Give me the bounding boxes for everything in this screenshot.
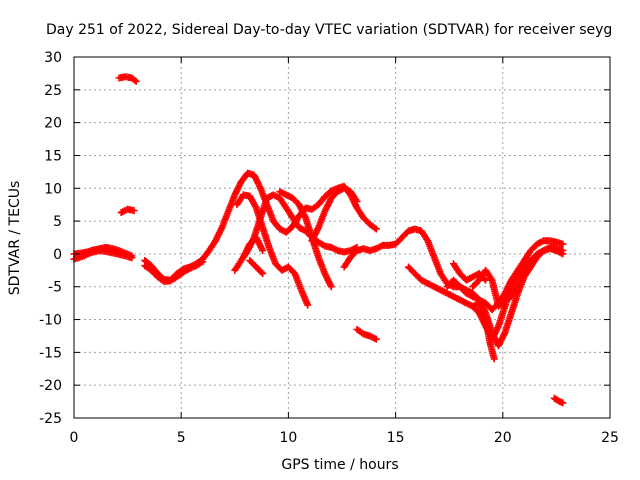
y-tick-label: 30	[44, 50, 62, 66]
series-arc-f	[141, 258, 207, 285]
series-arc-i	[239, 234, 267, 261]
series-arc-l	[308, 184, 361, 245]
x-tick-label: 10	[279, 430, 297, 446]
data-point	[559, 250, 567, 258]
series-arc-c	[115, 73, 140, 85]
data-point	[259, 270, 267, 278]
axis-ticks: 0 5 10 15 20 25 -25 -20 -15 -10 -5 0 5 10 15 20 25 30	[39, 50, 619, 446]
data-points	[70, 73, 567, 407]
x-tick-label: 25	[601, 430, 619, 446]
x-tick-label: 15	[387, 430, 405, 446]
data-point	[130, 207, 138, 215]
data-point	[353, 197, 361, 205]
chart-title: Day 251 of 2022, Sidereal Day-to-day VTE…	[46, 22, 612, 38]
grid-lines	[74, 57, 610, 418]
series-arc-d	[117, 205, 138, 217]
data-point	[131, 76, 139, 84]
series-arc-t	[550, 394, 567, 407]
data-point	[128, 254, 136, 262]
y-tick-label: -5	[48, 280, 62, 296]
series-arc-b	[70, 247, 136, 263]
series-arc-r	[469, 266, 528, 310]
data-point	[257, 268, 265, 276]
data-point	[372, 225, 380, 233]
x-tick-label: 20	[494, 430, 512, 446]
x-axis-label: GPS time / hours	[281, 457, 398, 473]
x-tick-label: 5	[177, 430, 186, 446]
y-tick-label: 15	[44, 148, 62, 164]
data-point	[327, 283, 335, 291]
data-point	[259, 247, 267, 255]
data-point	[199, 258, 207, 266]
y-tick-label: -25	[39, 411, 62, 427]
y-axis-label: SDTVAR / TECUs	[7, 181, 23, 296]
series-arc-j	[246, 256, 267, 278]
y-tick-label: 0	[53, 247, 62, 263]
data-point	[482, 276, 490, 284]
y-tick-label: 20	[44, 116, 62, 132]
y-tick-label: 10	[44, 181, 62, 197]
y-tick-label: -10	[39, 313, 62, 329]
y-tick-label: -20	[39, 378, 62, 394]
data-point	[520, 270, 528, 278]
y-tick-label: 5	[53, 214, 62, 230]
data-point	[372, 335, 380, 343]
series-arc-n	[353, 325, 380, 343]
data-point	[559, 240, 567, 248]
data-point	[559, 399, 567, 407]
data-point	[132, 77, 140, 85]
series-arc-s	[469, 299, 498, 363]
y-tick-label: 25	[44, 83, 62, 99]
x-tick-label: 0	[70, 430, 79, 446]
y-tick-label: -15	[39, 345, 62, 361]
series-arc-h	[233, 191, 312, 309]
plot-frame	[73, 56, 611, 419]
data-point	[304, 301, 312, 309]
data-point	[490, 355, 498, 363]
